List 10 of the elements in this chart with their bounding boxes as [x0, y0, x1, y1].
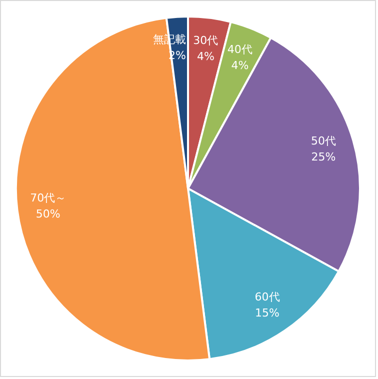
data-label: 50%	[36, 208, 60, 221]
slice-label: 60代	[254, 290, 280, 304]
slice-label: 50代	[310, 134, 336, 148]
slice-label: 40代	[227, 42, 252, 56]
slice-label: 30代	[193, 34, 218, 48]
data-label: 4%	[231, 58, 249, 72]
data-label: 4%	[196, 50, 214, 64]
data-label: 25%	[311, 150, 336, 164]
data-label: 15%	[255, 306, 280, 320]
slice-label: 70代～	[30, 192, 66, 205]
